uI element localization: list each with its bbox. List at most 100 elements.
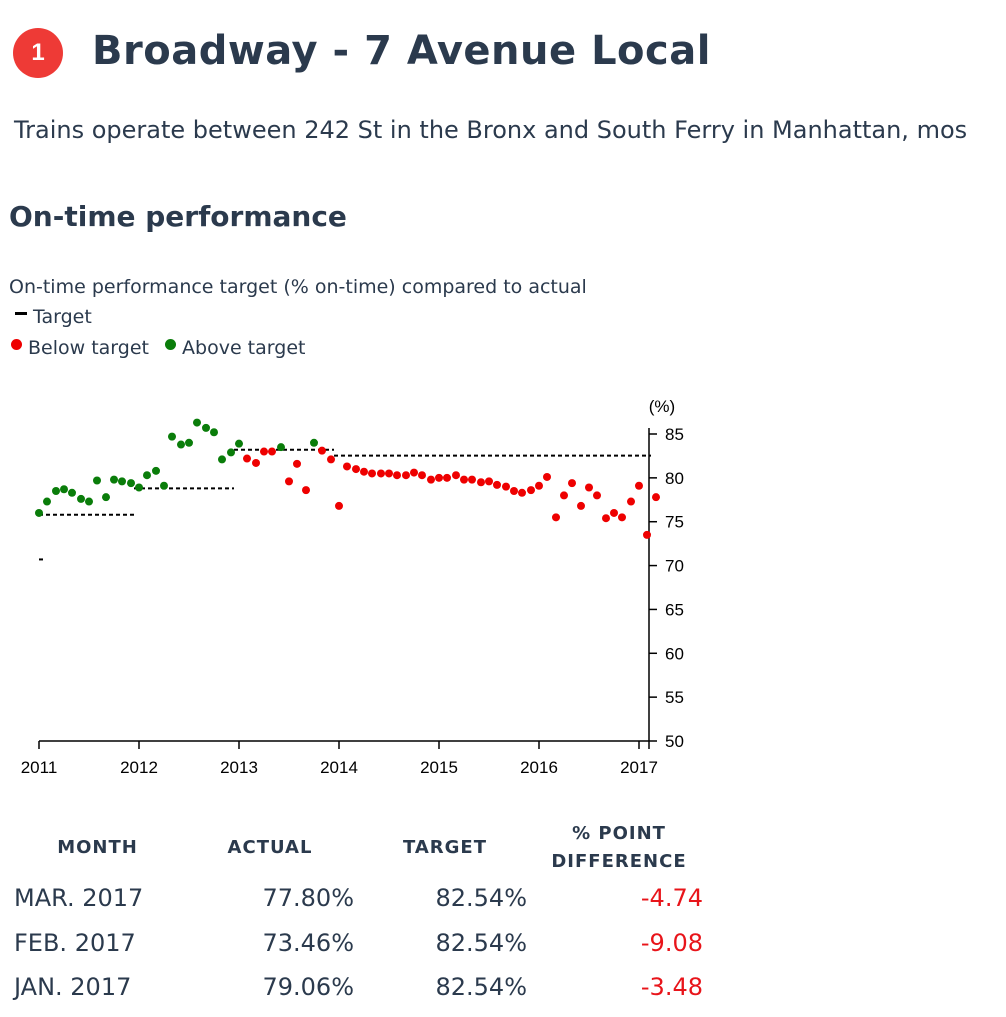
y-tick-label: 80 [665, 469, 684, 488]
data-point [227, 448, 235, 457]
x-tick-label: 2012 [120, 758, 158, 777]
data-point [193, 418, 201, 427]
data-point [618, 513, 626, 522]
y-tick-label: 55 [665, 688, 684, 707]
data-point [385, 469, 393, 478]
header-diff-line2: DIFFERENCE [551, 851, 687, 872]
header-diff: % POINT DIFFERENCE [540, 820, 698, 876]
data-point [168, 432, 176, 441]
y-tick-label: 75 [665, 513, 684, 532]
data-point [410, 468, 418, 477]
data-point [127, 479, 135, 488]
x-tick-label: 2013 [220, 758, 258, 777]
data-point [110, 475, 118, 484]
data-point [177, 440, 185, 449]
data-point [143, 471, 151, 480]
section-title: On-time performance [9, 200, 347, 233]
y-axis-label: (%) [649, 397, 675, 416]
data-point [568, 479, 576, 488]
data-point [543, 472, 551, 481]
data-point [652, 493, 660, 502]
data-point [477, 478, 485, 487]
data-point [468, 475, 476, 484]
data-point [60, 485, 68, 494]
data-point [610, 508, 618, 517]
data-point [452, 471, 460, 480]
data-point [535, 481, 543, 490]
y-tick-label: 65 [665, 600, 684, 619]
legend-target: Target [15, 306, 92, 328]
x-tick-label: 2016 [520, 758, 558, 777]
row-actual: 79.06% [262, 973, 354, 1001]
data-point [210, 428, 218, 437]
row-month: MAR. 2017 [14, 884, 144, 912]
data-point [460, 475, 468, 484]
table-row: FEB. 2017 73.46% 82.54% -9.08 [0, 929, 720, 973]
data-point [160, 481, 168, 490]
y-tick-label: 85 [665, 425, 684, 444]
row-diff: -4.74 [640, 884, 703, 912]
header-target: TARGET [402, 837, 488, 858]
data-point [602, 514, 610, 523]
row-actual: 77.80% [262, 884, 354, 912]
data-point [402, 471, 410, 480]
table-row: JAN. 2017 79.06% 82.54% -3.48 [0, 973, 720, 1017]
header-actual: ACTUAL [227, 837, 313, 858]
data-point [585, 483, 593, 492]
row-target: 82.54% [435, 884, 527, 912]
data-point [43, 497, 51, 506]
x-tick-label: 2011 [21, 758, 58, 777]
data-point [635, 481, 643, 490]
x-tick-label: 2015 [420, 758, 458, 777]
data-point [318, 446, 326, 455]
data-point [85, 497, 93, 506]
data-point [77, 494, 85, 503]
legend-dots: Below target Above target [11, 337, 315, 359]
route-description: Trains operate between 242 St in the Bro… [14, 116, 968, 144]
data-point [252, 458, 260, 467]
data-point [68, 488, 76, 497]
data-point [293, 459, 301, 468]
y-tick-label: 60 [665, 644, 684, 663]
data-point [218, 455, 226, 464]
target-dash-icon [15, 312, 27, 315]
legend-above: Above target [165, 337, 305, 359]
data-point [435, 473, 443, 482]
table-row: MAR. 2017 77.80% 82.54% -4.74 [0, 884, 720, 928]
data-point [285, 477, 293, 486]
data-point [335, 501, 343, 510]
data-point [327, 455, 335, 464]
data-point [235, 439, 243, 448]
data-point [377, 469, 385, 478]
route-title: Broadway - 7 Avenue Local [92, 28, 711, 74]
data-point [552, 513, 560, 522]
data-point [593, 491, 601, 500]
x-tick-label: 2014 [320, 758, 358, 777]
header-diff-line1: % POINT [572, 823, 666, 844]
data-point [135, 483, 143, 492]
data-point [118, 477, 126, 486]
data-point [502, 482, 510, 491]
data-point [277, 443, 285, 452]
on-time-chart: 2011 2012 2013 2014 2015 2016 2017 50 55 60 65 70 75… [21, 397, 684, 777]
data-point [485, 477, 493, 486]
data-point [93, 476, 101, 485]
row-actual: 73.46% [262, 929, 354, 957]
route-bullet-badge: 1 [13, 28, 63, 78]
row-month: JAN. 2017 [14, 973, 132, 1001]
red-dot-icon [11, 339, 22, 350]
data-point [560, 491, 568, 500]
legend-below: Below target [11, 337, 149, 359]
row-target: 82.54% [435, 973, 527, 1001]
data-point [152, 466, 160, 475]
data-point [185, 438, 193, 447]
row-diff: -3.48 [640, 973, 703, 1001]
data-point [518, 488, 526, 497]
data-point [268, 447, 276, 456]
data-point [343, 462, 351, 471]
legend-above-label: Above target [182, 337, 306, 359]
data-point [527, 486, 535, 495]
data-point [418, 471, 426, 480]
y-tick-label: 70 [665, 557, 684, 576]
data-point [393, 471, 401, 480]
